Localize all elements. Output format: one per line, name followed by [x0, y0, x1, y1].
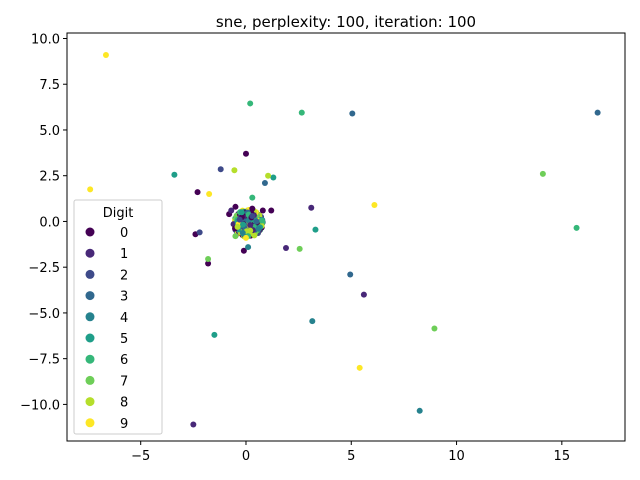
- legend-box: [73, 199, 163, 435]
- data-point-digit-1: [228, 207, 235, 214]
- data-point-digit-3: [347, 271, 354, 278]
- data-point-digit-0: [240, 247, 247, 254]
- data-point-digit-2: [217, 166, 224, 173]
- y-tick-label: −7.5: [28, 353, 60, 368]
- data-point-digit-0: [259, 207, 266, 214]
- y-tick-label: 2.5: [39, 170, 60, 185]
- x-tick-label: 10: [448, 449, 465, 464]
- data-point-digit-4: [239, 229, 246, 236]
- y-tick-label: 7.5: [39, 78, 60, 93]
- y-axis: −10.0 −7.5 −5.0 −2.5 0.0 2.5 5.0 7.5 10.0: [20, 32, 67, 413]
- data-point-digit-0: [249, 205, 256, 212]
- legend-marker-5: [85, 333, 95, 343]
- data-point-digit-0: [242, 150, 249, 157]
- data-point-digit-9: [206, 191, 213, 198]
- data-point-digit-7: [431, 325, 438, 332]
- data-point-digit-5: [238, 209, 245, 216]
- data-point-digit-0: [268, 207, 275, 214]
- data-point-digit-4: [309, 318, 316, 325]
- data-point-digit-4: [416, 407, 423, 414]
- legend-marker-9: [85, 418, 95, 428]
- data-point-digit-3: [594, 109, 601, 116]
- data-point-digit-1: [247, 222, 254, 229]
- legend-label-9: 9: [120, 417, 128, 432]
- data-point-digit-8: [231, 167, 238, 174]
- legend-entries: 0 1 2 3 4 5 6 7 8 9: [85, 226, 128, 432]
- data-point-digit-5: [312, 226, 319, 233]
- data-point-digit-3: [261, 180, 268, 187]
- data-point-digit-4: [255, 225, 262, 232]
- legend-label-8: 8: [120, 396, 128, 411]
- data-point-digit-1: [360, 291, 367, 298]
- points-layer: [87, 51, 601, 428]
- data-point-digit-2: [249, 212, 256, 219]
- data-point-digit-9: [242, 234, 249, 241]
- data-point-digit-5: [171, 171, 178, 178]
- legend-label-7: 7: [120, 374, 128, 389]
- data-point-digit-5: [270, 174, 277, 181]
- data-point-digit-6: [298, 109, 305, 116]
- legend-marker-3: [85, 291, 95, 301]
- legend-label-4: 4: [120, 311, 128, 326]
- y-tick-label: −10.0: [20, 398, 60, 413]
- data-point-digit-3: [349, 110, 356, 117]
- data-point-digit-6: [258, 217, 265, 224]
- data-point-digit-6: [247, 100, 254, 107]
- legend-marker-1: [85, 248, 95, 258]
- data-point-digit-1: [308, 204, 315, 211]
- legend-label-6: 6: [120, 353, 128, 368]
- legend-label-0: 0: [120, 226, 128, 241]
- data-point-digit-6: [249, 194, 256, 201]
- data-point-digit-7: [205, 255, 212, 262]
- legend: Digit 0 1 2 3 4 5 6 7 8 9: [73, 199, 163, 435]
- data-point-digit-9: [356, 364, 363, 371]
- data-point-digit-8: [234, 223, 241, 230]
- data-point-digit-0: [194, 189, 201, 196]
- legend-label-1: 1: [120, 247, 128, 262]
- data-point-digit-8: [247, 227, 254, 234]
- data-point-digit-9: [371, 201, 378, 208]
- x-tick-label: 5: [347, 449, 355, 464]
- data-point-digit-6: [573, 224, 580, 231]
- y-tick-label: 10.0: [31, 32, 60, 47]
- plot-frame: [66, 32, 626, 442]
- x-axis: −5 0 5 10 15: [131, 441, 570, 464]
- legend-label-2: 2: [120, 268, 128, 283]
- legend-label-5: 5: [120, 332, 128, 347]
- data-point-digit-2: [196, 229, 203, 236]
- legend-marker-0: [85, 227, 95, 237]
- data-point-digit-7: [539, 170, 546, 177]
- legend-marker-8: [85, 397, 95, 407]
- data-point-digit-0: [205, 260, 212, 267]
- y-tick-label: 0.0: [39, 215, 60, 230]
- chart-title: sne, perplexity: 100, iteration: 100: [216, 13, 476, 31]
- legend-title: Digit: [103, 206, 134, 221]
- legend-marker-2: [85, 269, 95, 279]
- legend-label-3: 3: [120, 290, 128, 305]
- data-point-digit-7: [232, 233, 239, 240]
- x-tick-label: 0: [242, 449, 250, 464]
- data-point-digit-4: [245, 244, 252, 251]
- legend-marker-7: [85, 375, 95, 385]
- x-tick-label: −5: [131, 449, 150, 464]
- data-point-digit-1: [190, 421, 197, 428]
- data-point-digit-1: [282, 244, 289, 251]
- data-point-digit-0: [232, 203, 239, 210]
- legend-marker-6: [85, 354, 95, 364]
- legend-marker-4: [85, 312, 95, 322]
- data-point-digit-8: [251, 232, 258, 239]
- x-tick-label: 15: [554, 449, 571, 464]
- data-point-digit-8: [265, 172, 272, 179]
- data-point-digit-3: [253, 218, 260, 225]
- data-point-digit-9: [87, 186, 94, 193]
- data-point-digit-7: [296, 245, 303, 252]
- data-point-digit-5: [240, 221, 247, 228]
- y-tick-label: 5.0: [39, 124, 60, 139]
- y-tick-label: −2.5: [28, 261, 60, 276]
- data-point-digit-2: [236, 216, 243, 223]
- data-point-digit-5: [211, 331, 218, 338]
- y-tick-label: −5.0: [28, 307, 60, 322]
- data-point-digit-9: [102, 51, 109, 58]
